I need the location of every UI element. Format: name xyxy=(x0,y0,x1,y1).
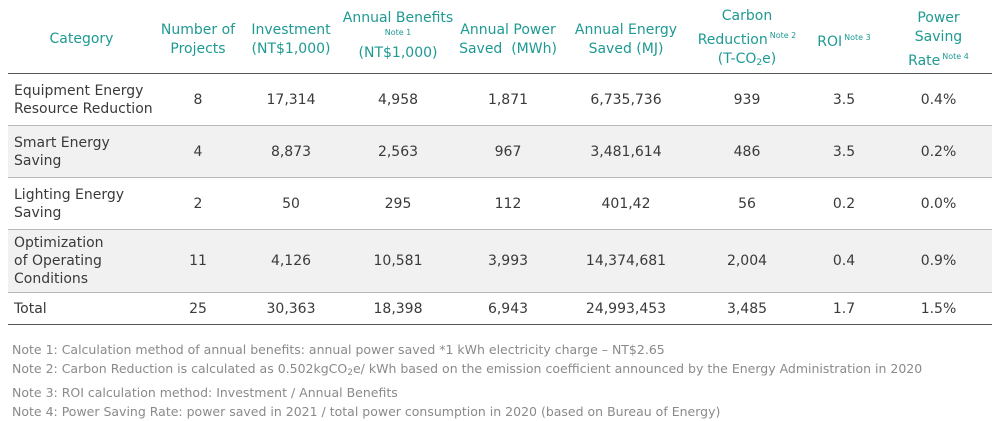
cell-rate: 0.4% xyxy=(920,91,957,108)
cell-carbon: 486 xyxy=(691,125,803,178)
cell-benefits: 4,958 xyxy=(377,91,419,108)
table-row: Optimization of Operating Conditions 11 4,… xyxy=(8,229,992,293)
note-2-marker: Note 2 xyxy=(769,30,797,40)
total-benefits: 18,398 xyxy=(373,300,423,317)
cell-projects: 2 xyxy=(193,195,203,212)
cell-benefits: 2,563 xyxy=(341,125,455,178)
cell-roi: 3.5 xyxy=(832,91,856,108)
header-energy-saved: Annual Energy Saved (MJ) xyxy=(574,21,678,57)
row-category: Equipment Energy Resource Reduction xyxy=(14,82,153,117)
note-3-marker: Note 3 xyxy=(844,32,871,42)
cell-projects: 4 xyxy=(155,125,241,178)
cell-roi: 0.4 xyxy=(803,229,885,293)
cell-rate: 0.2% xyxy=(885,125,992,178)
total-energy: 24,993,453 xyxy=(585,300,667,317)
header-investment: Investment (NT$1,000) xyxy=(251,21,331,57)
cell-investment: 17,314 xyxy=(266,91,316,108)
cell-benefits: 295 xyxy=(384,195,412,212)
cell-projects: 8 xyxy=(193,91,203,108)
cell-power: 3,993 xyxy=(455,229,561,293)
cell-investment: 4,126 xyxy=(241,229,341,293)
total-rate: 1.5% xyxy=(920,300,957,317)
cell-carbon: 56 xyxy=(738,195,756,212)
cell-power: 1,871 xyxy=(487,91,529,108)
row-category: Lighting Energy Saving xyxy=(14,186,125,221)
header-annual-benefits: Annual Benefits Note 1 (NT$1,000) xyxy=(342,10,454,61)
cell-roi: 3.5 xyxy=(803,125,885,178)
total-row: Total 25 30,363 18,398 6,943 24,993,453 … xyxy=(8,292,992,325)
cell-energy: 14,374,681 xyxy=(561,229,691,293)
header-projects: Number of Projects xyxy=(160,21,236,57)
note-1: Note 1: Calculation method of annual ben… xyxy=(12,342,665,357)
cell-roi: 0.2 xyxy=(832,195,856,212)
table-header: Category Number of Projects Investment (NT… xyxy=(8,6,992,74)
note-3: Note 3: ROI calculation method: Investme… xyxy=(12,385,398,400)
table-row: Equipment Energy Resource Reduction 8 17,… xyxy=(8,74,992,126)
cell-power: 967 xyxy=(455,125,561,178)
header-category: Category xyxy=(49,31,114,47)
cell-energy: 401,42 xyxy=(601,195,651,212)
row-category: Optimization of Operating Conditions xyxy=(8,229,155,293)
total-projects: 25 xyxy=(189,300,207,317)
cell-investment: 50 xyxy=(282,195,300,212)
note-4: Note 4: Power Saving Rate: power saved i… xyxy=(12,404,721,419)
cell-benefits: 10,581 xyxy=(341,229,455,293)
cell-energy: 6,735,736 xyxy=(590,91,662,108)
total-carbon: 3,485 xyxy=(726,300,768,317)
footnotes: Note 1: Calculation method of annual ben… xyxy=(12,340,992,421)
total-power: 6,943 xyxy=(487,300,529,317)
note-4-marker: Note 4 xyxy=(942,51,969,61)
header-power-saved: Annual Power Saved (MWh) xyxy=(459,21,557,57)
total-roi: 1.7 xyxy=(832,300,856,317)
cell-rate: 0.9% xyxy=(885,229,992,293)
header-power-saving-rate: Power Saving Rate Note 4 xyxy=(908,9,969,69)
table-row: Lighting Energy Saving 2 50 295 112 401,4… xyxy=(8,178,992,230)
total-investment: 30,363 xyxy=(266,300,316,317)
cell-energy: 3,481,614 xyxy=(561,125,691,178)
cell-carbon: 2,004 xyxy=(691,229,803,293)
cell-investment: 8,873 xyxy=(241,125,341,178)
row-category: Smart Energy Saving xyxy=(8,125,155,178)
cell-rate: 0.0% xyxy=(920,195,957,212)
note-2: Note 2: Carbon Reduction is calculated a… xyxy=(12,361,923,378)
cell-projects: 11 xyxy=(155,229,241,293)
total-label: Total xyxy=(14,300,47,317)
header-roi: ROI Note 3 xyxy=(817,32,871,50)
table-body: Equipment Energy Resource Reduction 8 17,… xyxy=(8,74,992,325)
note-1-marker: Note 1 xyxy=(384,28,412,37)
header-carbon-reduction: Carbon Reduction Note 2 (T-CO2e) xyxy=(697,7,797,68)
table-row: Smart Energy Saving 4 8,873 2,563 967 3,4… xyxy=(8,125,992,178)
cell-power: 112 xyxy=(494,195,522,212)
cell-carbon: 939 xyxy=(733,91,761,108)
energy-saving-table: Category Number of Projects Investment (NT… xyxy=(8,6,992,325)
